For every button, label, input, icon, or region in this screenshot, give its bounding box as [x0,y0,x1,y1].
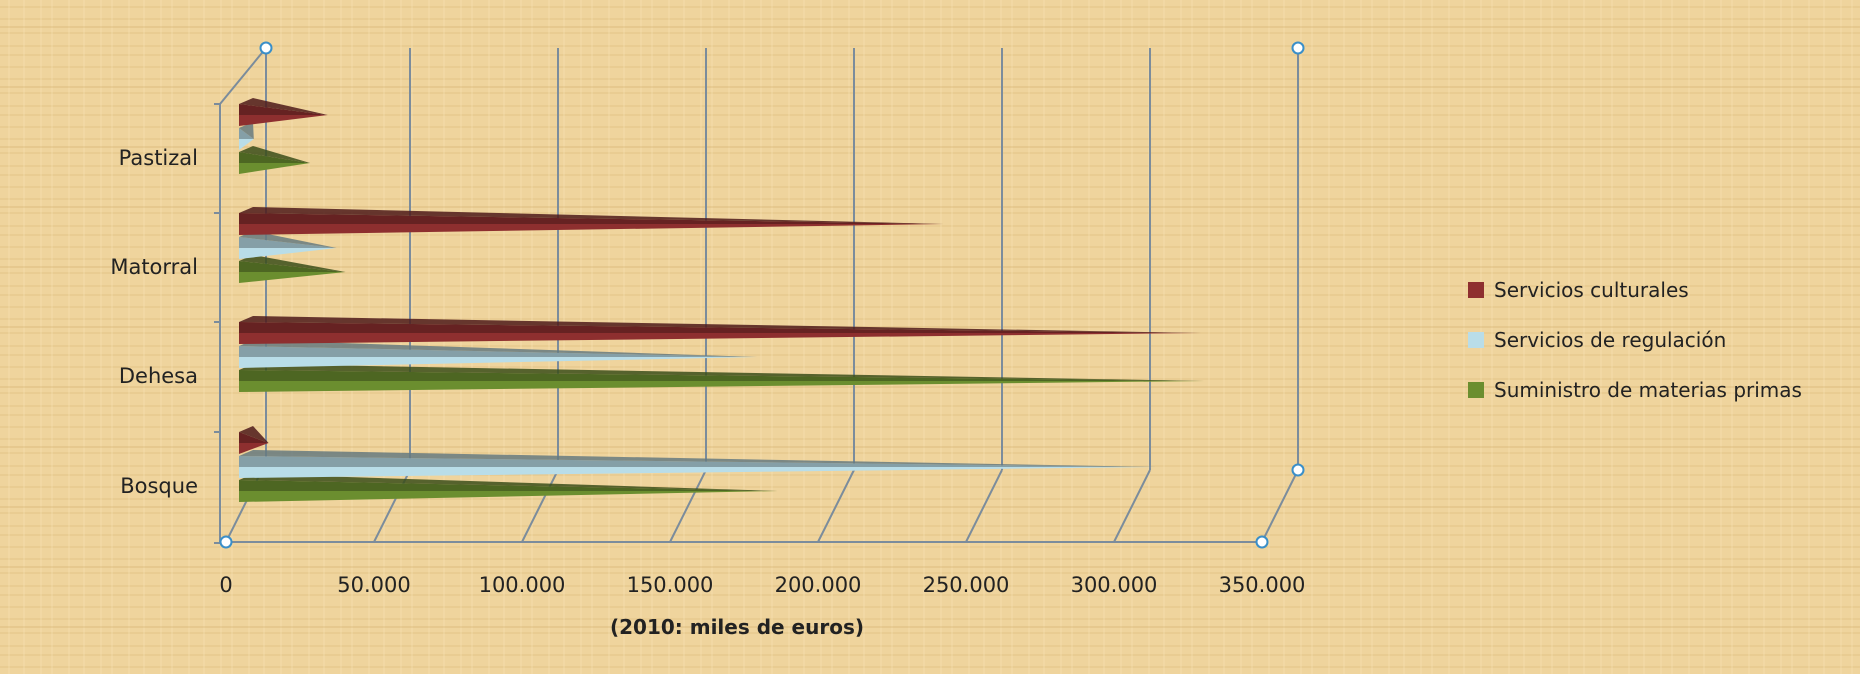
bar-cone [239,115,328,126]
x-tick-label: 250.000 [923,573,1010,597]
x-tick-label: 300.000 [1071,573,1158,597]
bar-cone-edge [239,122,254,139]
x-tick-label: 350.000 [1219,573,1306,597]
bar-cone-edge [239,450,1157,467]
legend-swatch [1468,282,1484,298]
selection-handle[interactable] [1291,41,1305,55]
x-tick-label: 0 [219,573,232,597]
selection-handle[interactable] [1291,463,1305,477]
category-labels: Bosque Dehesa Matorral Pastizal [110,146,198,498]
legend-swatch [1468,332,1484,348]
legend-label: Suministro de materias primas [1494,378,1802,402]
selection-handle[interactable] [219,535,233,549]
selection-handle[interactable] [259,41,273,55]
bar-cone-edge [239,364,1204,381]
bar-cone [239,467,1157,478]
bar-cone [239,357,757,368]
floor-gridline [1113,469,1151,543]
bar-cone-edge [239,426,269,443]
legend-label: Servicios culturales [1494,278,1689,302]
floor-edge [1261,469,1299,543]
bar-cone-edge [239,98,328,115]
x-tick-labels: 0 50.000 100.000 150.000 200.000 250.000 300.0… [219,573,1305,597]
bar-cone-edge [239,255,346,272]
category-label: Pastizal [119,146,198,170]
floor-gridline [965,469,1003,543]
bar-cone [239,443,269,454]
x-tick-label: 150.000 [627,573,714,597]
legend-label: Servicios de regulación [1494,328,1726,352]
x-tick-label: 200.000 [775,573,862,597]
floor-gridline [669,469,707,543]
bar-cone [239,272,346,283]
legend-swatch [1468,382,1484,398]
selection-handle[interactable] [1255,535,1269,549]
bar-cone-edge [239,316,1201,333]
bar-cone [239,224,944,235]
x-tick-label: 50.000 [337,573,410,597]
floor-gridline [817,469,855,543]
bar-cone-top [239,128,254,139]
category-label: Matorral [110,255,198,279]
category-label: Bosque [120,474,198,498]
bar-cone [239,139,254,150]
bar-cone [239,163,311,174]
bar-cone [239,381,1204,392]
x-axis-label: (2010: miles de euros) [610,615,864,639]
bar-cone-edge [239,146,311,163]
bar-cone-edge [239,231,337,248]
side-wall-edge [219,47,267,105]
bar-cone [239,248,337,259]
bar-cone-edge [239,340,757,357]
bar-cone [239,333,1201,344]
bar-cone-top [239,152,311,163]
bars [239,98,1204,502]
gridlines [214,41,1305,549]
x-tick-label: 100.000 [479,573,566,597]
category-label: Dehesa [119,364,198,388]
bar-cone [239,491,778,502]
bar-cone-edge [239,207,944,224]
legend: Servicios culturales Servicios de regulac… [1468,278,1802,402]
bar-cone-edge [239,474,778,491]
floor-gridline [521,469,559,543]
